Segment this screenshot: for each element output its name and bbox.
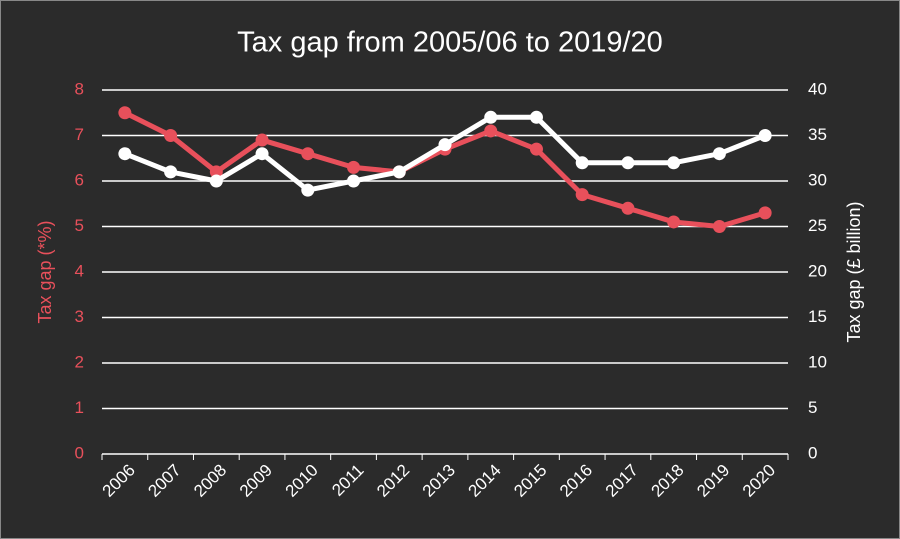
y-tick-label: 1 [75, 398, 84, 417]
y2-axis-label: Tax gap (£ billion) [844, 201, 864, 342]
point [621, 156, 635, 170]
y2-tick-label: 5 [808, 398, 817, 417]
point [118, 147, 132, 161]
point [575, 188, 589, 202]
point [255, 147, 269, 161]
y2-tick-label: 35 [808, 125, 827, 144]
point [164, 129, 178, 142]
point [347, 174, 361, 188]
y-tick-label: 3 [75, 307, 84, 326]
point [758, 206, 772, 220]
point [484, 110, 498, 124]
y-tick-label: 5 [75, 216, 84, 235]
y-tick-label: 8 [75, 79, 84, 98]
y2-tick-label: 10 [808, 352, 827, 371]
y2-tick-label: 15 [808, 307, 827, 326]
y2-tick-label: 30 [808, 170, 827, 189]
point [529, 142, 543, 156]
y-tick-label: 0 [75, 443, 84, 462]
point [529, 110, 543, 124]
point [301, 147, 315, 161]
y2-tick-label: 25 [808, 216, 827, 235]
point [667, 215, 681, 229]
point [438, 138, 452, 152]
point [347, 160, 361, 174]
point [621, 201, 635, 215]
point [392, 165, 406, 179]
point [667, 156, 681, 170]
point [758, 129, 772, 142]
point [118, 106, 132, 120]
point [164, 165, 178, 179]
y-tick-label: 7 [75, 125, 84, 144]
chart-title: Tax gap from 2005/06 to 2019/20 [237, 27, 663, 59]
point [209, 165, 223, 179]
y-tick-label: 6 [75, 170, 84, 189]
point [209, 174, 223, 188]
y-axis-label: Tax gap (*%) [35, 220, 55, 323]
y-tick-label: 4 [75, 261, 84, 280]
point [712, 220, 726, 233]
point [255, 133, 269, 147]
point [712, 147, 726, 161]
y2-tick-label: 20 [808, 261, 827, 280]
y-tick-label: 2 [75, 352, 84, 371]
point [484, 124, 498, 138]
y2-tick-label: 0 [808, 443, 817, 462]
point [575, 156, 589, 170]
y2-tick-label: 40 [808, 79, 827, 98]
point [301, 183, 315, 197]
